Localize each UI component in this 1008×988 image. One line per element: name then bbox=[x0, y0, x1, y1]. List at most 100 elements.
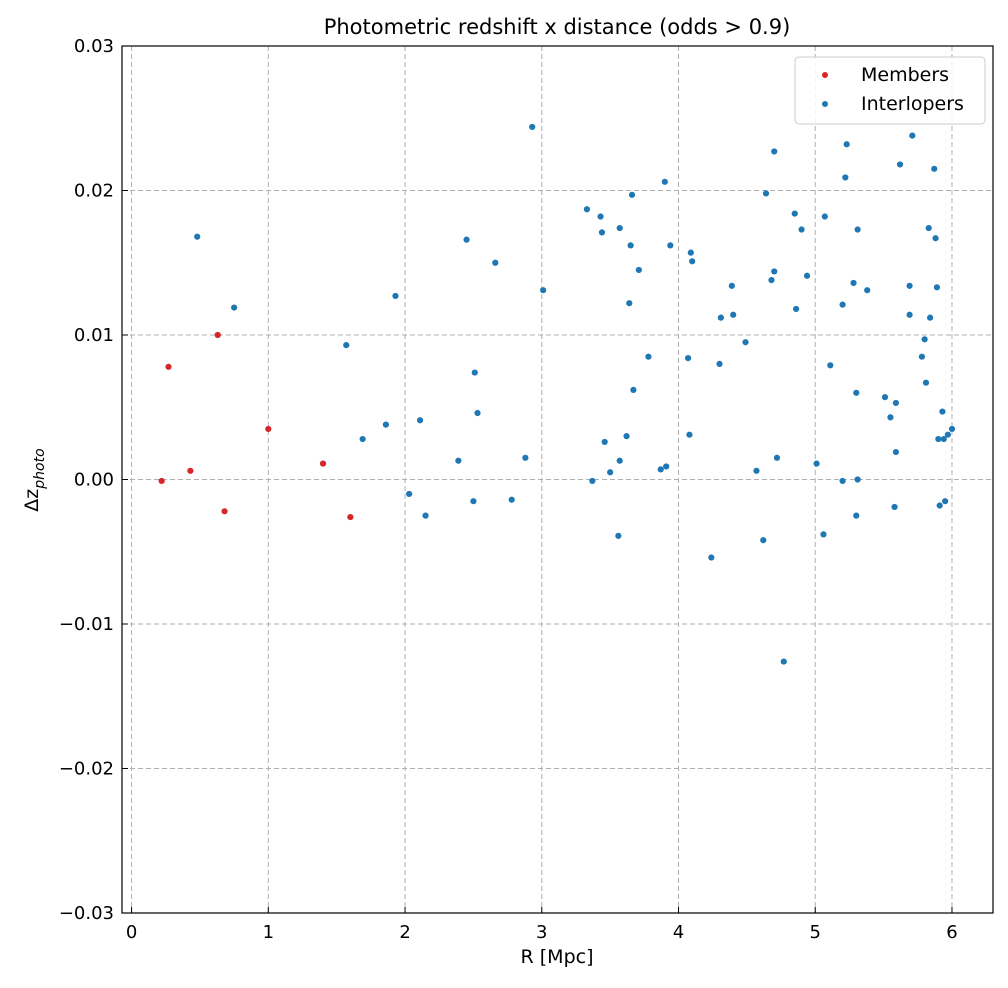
interlopers-point bbox=[455, 457, 462, 464]
interlopers-point bbox=[392, 292, 399, 300]
interlopers-point bbox=[708, 554, 715, 561]
interlopers-point bbox=[780, 658, 787, 665]
interlopers-point bbox=[925, 224, 932, 232]
interlopers-point bbox=[927, 314, 934, 321]
interlopers-point bbox=[850, 279, 857, 287]
legend-marker-members bbox=[822, 72, 828, 78]
interlopers-point bbox=[921, 336, 928, 343]
interlopers-point bbox=[626, 300, 633, 307]
interlopers-point bbox=[589, 477, 596, 485]
y-axis-label: Δzphoto bbox=[21, 448, 48, 511]
interlopers-point bbox=[753, 467, 760, 474]
interlopers-point bbox=[717, 314, 724, 321]
members-point bbox=[265, 425, 272, 433]
interlopers-point bbox=[359, 435, 366, 443]
interlopers-point bbox=[742, 339, 749, 346]
interlopers-point bbox=[821, 213, 828, 220]
interlopers-point bbox=[684, 355, 692, 362]
x-tick-label: 3 bbox=[536, 922, 547, 943]
interlopers-point bbox=[607, 469, 614, 476]
interlopers-point bbox=[689, 258, 696, 265]
interlopers-point bbox=[940, 435, 947, 443]
interlopers-point bbox=[623, 433, 630, 440]
interlopers-point bbox=[231, 304, 238, 311]
interlopers-point bbox=[771, 148, 778, 155]
interlopers-point bbox=[906, 282, 913, 289]
y-axis-label-subscript: photo bbox=[32, 448, 48, 489]
x-axis-label: R [Mpc] bbox=[521, 946, 594, 968]
interlopers-point bbox=[909, 132, 916, 139]
interlopers-point bbox=[540, 287, 547, 294]
interlopers-point bbox=[864, 287, 871, 294]
interlopers-point bbox=[601, 438, 608, 446]
legend-marker-interlopers bbox=[822, 101, 828, 107]
legend-box bbox=[794, 56, 986, 125]
y-tick-label: 0.02 bbox=[74, 181, 114, 202]
data-points bbox=[158, 123, 956, 665]
interlopers-point bbox=[194, 233, 201, 240]
x-tick-label: 5 bbox=[810, 922, 821, 943]
interlopers-point bbox=[793, 305, 800, 313]
interlopers-point bbox=[416, 417, 424, 424]
interlopers-point bbox=[686, 431, 693, 438]
members-point bbox=[347, 513, 354, 521]
y-tick-label: 0.03 bbox=[74, 36, 114, 57]
y-tick-label: −0.03 bbox=[59, 903, 114, 924]
interlopers-point bbox=[892, 399, 900, 407]
interlopers-point bbox=[820, 531, 827, 538]
interlopers-point bbox=[768, 276, 775, 284]
interlopers-point bbox=[948, 425, 956, 433]
interlopers-point bbox=[760, 537, 767, 544]
members-point bbox=[214, 331, 221, 339]
members-point bbox=[221, 508, 228, 515]
interlopers-point bbox=[892, 448, 900, 456]
members-point bbox=[165, 363, 172, 370]
interlopers-point bbox=[839, 477, 846, 485]
interlopers-point bbox=[583, 206, 590, 213]
interlopers-point bbox=[463, 236, 470, 243]
interlopers-point bbox=[627, 242, 634, 249]
members-point bbox=[187, 467, 194, 474]
interlopers-point bbox=[813, 460, 820, 467]
interlopers-point bbox=[628, 191, 636, 198]
interlopers-point bbox=[771, 268, 778, 275]
interlopers-point bbox=[630, 386, 637, 394]
interlopers-point bbox=[422, 512, 429, 519]
legend-label-interlopers: Interlopers bbox=[861, 93, 964, 115]
x-tick-label: 1 bbox=[263, 922, 274, 943]
interlopers-point bbox=[508, 496, 515, 503]
chart-title: Photometric redshift x distance (odds > … bbox=[324, 15, 791, 39]
interlopers-point bbox=[471, 369, 478, 376]
interlopers-point bbox=[522, 454, 529, 461]
interlopers-point bbox=[843, 141, 850, 148]
interlopers-point bbox=[942, 498, 949, 505]
interlopers-point bbox=[687, 249, 694, 256]
legend-label-members: Members bbox=[861, 64, 949, 86]
interlopers-point bbox=[615, 532, 622, 539]
interlopers-point bbox=[598, 229, 606, 236]
interlopers-point bbox=[716, 360, 723, 367]
interlopers-point bbox=[918, 353, 925, 360]
interlopers-point bbox=[657, 466, 664, 473]
interlopers-point bbox=[791, 210, 798, 217]
interlopers-point bbox=[931, 165, 938, 172]
interlopers-point bbox=[881, 394, 889, 401]
interlopers-point bbox=[935, 435, 942, 443]
interlopers-point bbox=[343, 342, 350, 349]
interlopers-point bbox=[382, 421, 389, 428]
y-tick-label: −0.01 bbox=[59, 614, 114, 635]
interlopers-point bbox=[661, 178, 668, 185]
interlopers-point bbox=[762, 190, 770, 197]
members-point bbox=[319, 460, 327, 467]
interlopers-point bbox=[933, 284, 941, 291]
interlopers-point bbox=[853, 389, 860, 396]
interlopers-point bbox=[896, 161, 904, 168]
interlopers-point bbox=[827, 362, 834, 369]
interlopers-point bbox=[635, 266, 642, 274]
interlopers-point bbox=[891, 503, 898, 511]
y-axis-label-base: Δz bbox=[21, 489, 43, 512]
x-tick-label: 2 bbox=[399, 922, 410, 943]
interlopers-point bbox=[944, 431, 951, 438]
interlopers-point bbox=[854, 226, 861, 233]
